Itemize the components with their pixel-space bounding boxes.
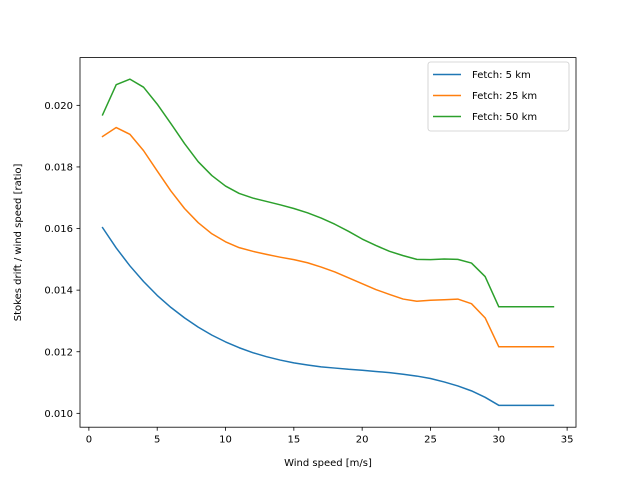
- x-tick-label: 0: [86, 435, 92, 446]
- series-line-1: [101, 226, 555, 407]
- legend-box: [427, 61, 570, 132]
- x-tick-label: 15: [287, 435, 300, 446]
- plot-content: [101, 78, 555, 407]
- axis-ticks: 0 5 10 15 20 25 30 35 0.010 0.012 0.014 0.016 0.018 0…: [44, 101, 573, 446]
- y-tick-label: 0.014: [44, 286, 73, 297]
- legend-label-1: Fetch: 5 km: [472, 70, 531, 81]
- x-tick-label: 30: [492, 435, 505, 446]
- x-axis-label: Wind speed [m/s]: [284, 458, 372, 469]
- legend-label-3: Fetch: 50 km: [472, 112, 537, 123]
- y-axis-label: Stokes drift / wind speed [ratio]: [13, 163, 24, 321]
- y-tick-label: 0.010: [44, 409, 73, 420]
- x-tick-label: 25: [424, 435, 437, 446]
- y-tick-label: 0.016: [44, 224, 73, 235]
- y-tick-label: 0.012: [44, 347, 73, 358]
- legend-label-2: Fetch: 25 km: [472, 91, 537, 102]
- x-tick-label: 10: [219, 435, 232, 446]
- x-tick-label: 35: [561, 435, 574, 446]
- y-tick-label: 0.020: [44, 101, 73, 112]
- series-line-2: [101, 126, 555, 348]
- y-tick-label: 0.018: [44, 163, 73, 174]
- series-line-3: [101, 78, 555, 308]
- plot-frame: [79, 57, 577, 428]
- x-tick-label: 20: [356, 435, 369, 446]
- legend: Fetch: 5 km Fetch: 25 km Fetch: 50 km: [427, 61, 570, 132]
- x-tick-label: 5: [154, 435, 160, 446]
